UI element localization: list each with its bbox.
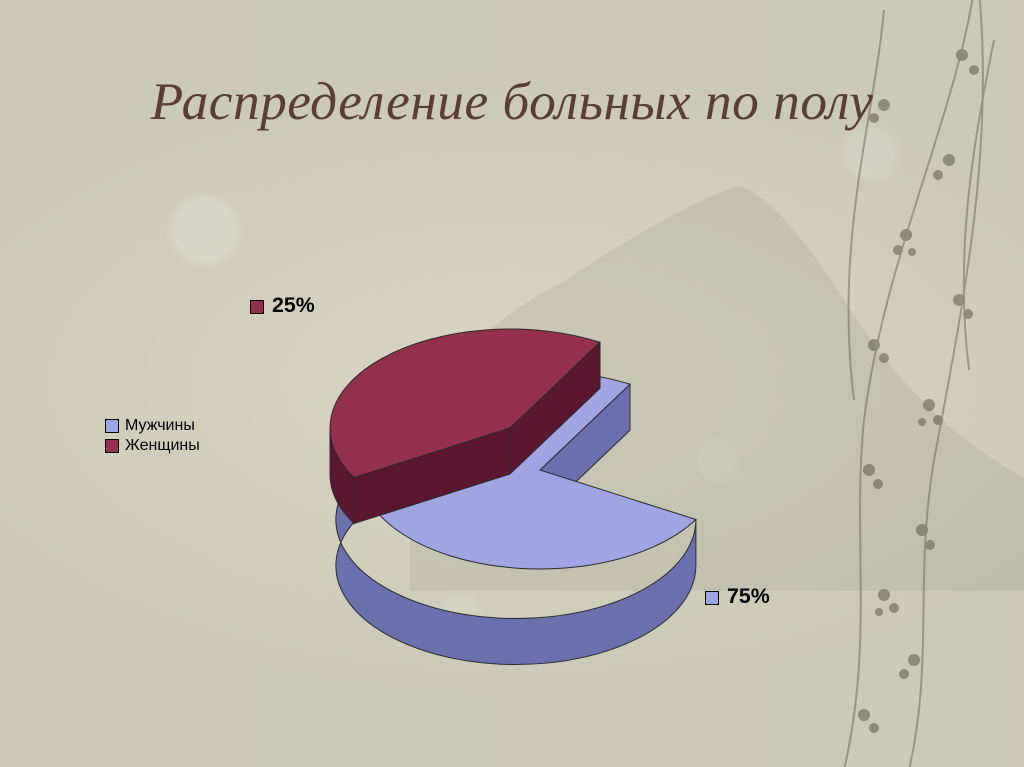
legend-label-women: Женщины (125, 437, 200, 455)
data-label-men-swatch (705, 591, 719, 605)
legend-item-men: Мужчины (105, 417, 200, 435)
legend-swatch-men (105, 419, 119, 433)
chart-legend: Мужчины Женщины (105, 415, 200, 457)
legend-item-women: Женщины (105, 437, 200, 455)
slide: Распределение больных по полу 25% 75 (0, 0, 1024, 767)
data-label-men: 75% (705, 584, 770, 609)
slide-title: Распределение больных по полу (0, 70, 1024, 132)
data-label-women: 25% (250, 293, 315, 318)
legend-swatch-women (105, 439, 119, 453)
legend-label-men: Мужчины (125, 417, 195, 435)
data-label-women-swatch (250, 300, 264, 314)
data-label-women-text: 25% (272, 293, 315, 317)
data-label-men-text: 75% (727, 584, 770, 608)
pie-chart (260, 280, 780, 680)
